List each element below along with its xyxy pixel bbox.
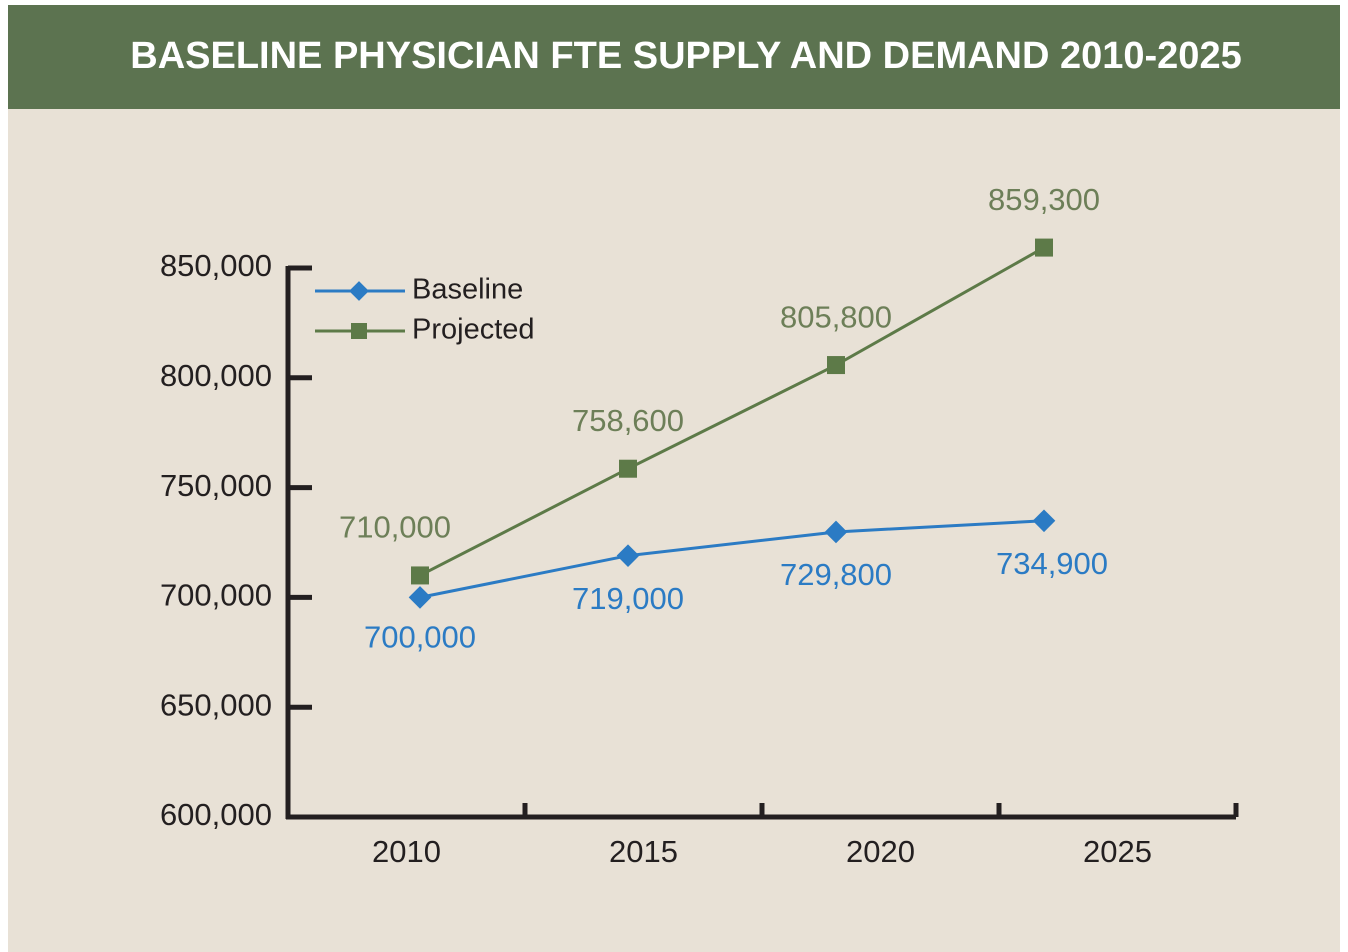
- chart-title: BASELINE PHYSICIAN FTE SUPPLY AND DEMAND…: [130, 35, 1241, 77]
- data-label: 859,300: [988, 182, 1100, 217]
- point-marker: [1035, 238, 1053, 257]
- y-tick-label: 850,000: [160, 248, 272, 283]
- legend-label: Projected: [412, 314, 535, 346]
- legend-marker: [349, 281, 369, 301]
- point-marker: [1032, 509, 1056, 533]
- y-tick-label: 800,000: [160, 358, 272, 393]
- data-label: 734,900: [996, 546, 1108, 581]
- y-tick-label: 750,000: [160, 468, 272, 503]
- point-marker: [411, 566, 429, 585]
- y-tick-label: 700,000: [160, 578, 272, 613]
- legend-marker: [351, 323, 367, 339]
- series-line: [419, 246, 1045, 577]
- title-bar: [8, 5, 1340, 109]
- data-label: 758,600: [572, 403, 684, 438]
- data-label: 805,800: [780, 299, 892, 334]
- legend-label: Baseline: [412, 274, 523, 306]
- data-label: 710,000: [339, 510, 451, 545]
- point-marker: [824, 520, 848, 544]
- data-label: 719,000: [572, 581, 684, 616]
- x-tick-label: 2025: [1083, 834, 1152, 869]
- series-line: [419, 519, 1045, 599]
- x-tick-label: 2020: [846, 834, 915, 869]
- chart-background: [8, 5, 1340, 952]
- point-marker: [408, 586, 432, 609]
- point-marker: [619, 459, 637, 478]
- point-marker: [827, 356, 845, 375]
- x-tick-label: 2010: [372, 834, 441, 869]
- y-tick-label: 650,000: [160, 687, 272, 722]
- x-tick-label: 2015: [609, 834, 678, 869]
- point-marker: [616, 544, 640, 567]
- data-label: 700,000: [364, 620, 476, 655]
- y-tick-label: 600,000: [160, 797, 272, 832]
- data-label: 729,800: [780, 557, 892, 592]
